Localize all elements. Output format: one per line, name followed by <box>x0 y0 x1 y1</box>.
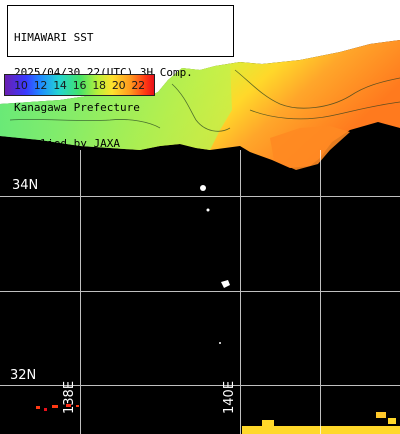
legend-label-12: 12 <box>33 78 48 92</box>
data-credit: supplied by JAXA <box>14 136 120 150</box>
observation-time: 2025/04/30 22(UTC) 3H Comp. <box>14 65 193 79</box>
legend-label-20: 20 <box>111 78 126 92</box>
sst-color-legend: 10 12 14 16 18 20 22 <box>4 74 155 96</box>
islands <box>200 185 230 344</box>
legend-label-10: 10 <box>14 78 28 92</box>
sst-warm-patch <box>270 126 350 170</box>
lon-label-138e: 138E <box>62 380 77 414</box>
lat-label-32n: 32N <box>10 368 37 383</box>
region-name: Kanagawa Prefecture <box>14 101 140 115</box>
graticule <box>0 150 400 434</box>
southern-sst-pixels <box>36 404 400 434</box>
lon-label-140e: 140E <box>222 380 237 414</box>
info-box: HIMAWARI SST 2025/04/30 22(UTC) 3H Comp.… <box>7 5 234 149</box>
legend-label-22: 22 <box>131 78 145 92</box>
legend-label-16: 16 <box>72 78 87 92</box>
product-title: HIMAWARI SST <box>14 30 94 44</box>
legend-label-14: 14 <box>53 78 67 92</box>
sst-contours <box>9 69 400 132</box>
lat-label-34n: 34N <box>12 178 39 193</box>
legend-label-18: 18 <box>92 78 106 92</box>
